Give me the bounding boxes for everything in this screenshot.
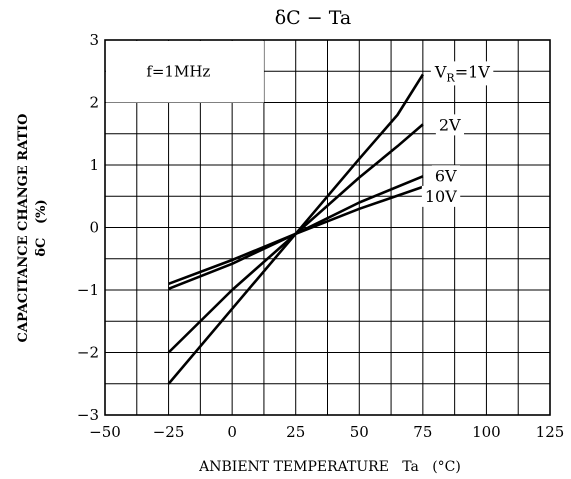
- series-label-rest: =1V: [455, 62, 491, 81]
- series-label-bg: [435, 114, 465, 136]
- series-label-text: 10V: [425, 187, 457, 206]
- x-tick-label: 75: [413, 423, 432, 441]
- annotation-frequency: f=1MHz: [146, 62, 210, 80]
- y-tick-label: −3: [77, 406, 99, 424]
- series-label: VR=1V: [430, 61, 494, 86]
- tick-labels: −50 −25 0 25 50 75 100 125 −3 −2 −1 0 1 2 3: [77, 31, 564, 441]
- x-tick-label: 125: [536, 423, 565, 441]
- series-label: 2V: [435, 114, 465, 136]
- y-axis-label-line1: CAPACITANCE CHANGE RATIO: [16, 114, 31, 343]
- series-label-text: 6V: [435, 166, 457, 185]
- x-tick-label: 100: [472, 423, 501, 441]
- y-axis-label-line2: δC (%): [34, 199, 49, 256]
- y-tick-label: 0: [89, 219, 99, 237]
- annotation-layer: f=1MHz: [106, 41, 264, 103]
- series-label-sub: R: [446, 71, 455, 84]
- x-tick-label: 25: [286, 423, 305, 441]
- series-label-main: V: [434, 62, 447, 81]
- x-axis-label: ANBIENT TEMPERATURE Ta (°C): [198, 459, 461, 475]
- chart-title: δC − Ta: [275, 7, 352, 29]
- series-label-bg: [431, 165, 461, 187]
- series-label: 10V: [421, 185, 461, 207]
- x-tick-label: 50: [350, 423, 369, 441]
- series-layer: [167, 73, 425, 385]
- series-line: [167, 73, 425, 385]
- y-tick-label: 3: [89, 31, 99, 49]
- grid-lines: [105, 40, 550, 415]
- x-tick-label: −50: [89, 423, 121, 441]
- series-labels: VR=1V 2V 6V 10V: [421, 61, 494, 207]
- series-label-bg: [421, 185, 461, 207]
- series-label: 6V: [431, 165, 461, 187]
- series-label-main: 2V: [439, 115, 461, 134]
- x-tick-label: −25: [153, 423, 185, 441]
- series-label-main: 10V: [425, 187, 457, 206]
- y-tick-label: −1: [77, 281, 99, 299]
- series-label-text: VR=1V: [434, 62, 490, 84]
- series-label-main: 6V: [435, 166, 457, 185]
- y-tick-label: 2: [89, 94, 99, 112]
- series-label-bg: [430, 61, 494, 86]
- plot-frame: [104, 39, 551, 416]
- y-tick-label: 1: [89, 156, 99, 174]
- series-label-text: 2V: [439, 115, 461, 134]
- series-line: [167, 123, 424, 354]
- series-line: [168, 185, 424, 286]
- annotation-box: [106, 41, 264, 103]
- y-tick-label: −2: [77, 344, 99, 362]
- x-tick-label: 0: [227, 423, 237, 441]
